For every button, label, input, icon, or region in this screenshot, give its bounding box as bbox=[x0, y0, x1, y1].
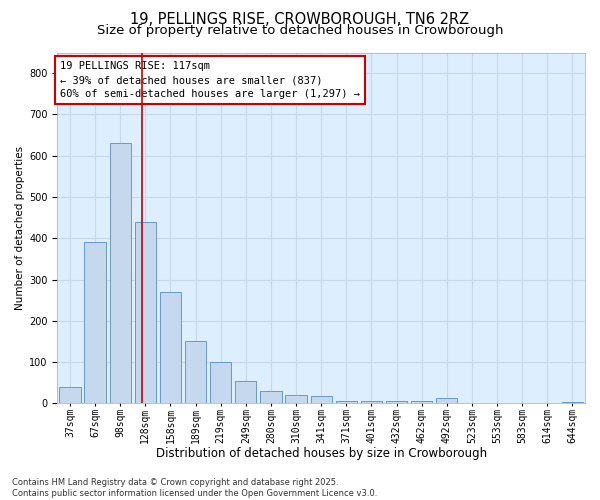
Bar bbox=[361, 402, 382, 404]
Text: 19, PELLINGS RISE, CROWBOROUGH, TN6 2RZ: 19, PELLINGS RISE, CROWBOROUGH, TN6 2RZ bbox=[130, 12, 470, 28]
Bar bbox=[311, 396, 332, 404]
Bar bbox=[134, 222, 156, 404]
Bar bbox=[286, 395, 307, 404]
Bar bbox=[335, 402, 357, 404]
Text: 19 PELLINGS RISE: 117sqm
← 39% of detached houses are smaller (837)
60% of semi-: 19 PELLINGS RISE: 117sqm ← 39% of detach… bbox=[60, 62, 360, 100]
Bar bbox=[411, 402, 433, 404]
Bar bbox=[461, 402, 482, 404]
Bar bbox=[110, 144, 131, 404]
Bar bbox=[512, 402, 533, 404]
X-axis label: Distribution of detached houses by size in Crowborough: Distribution of detached houses by size … bbox=[155, 447, 487, 460]
Bar bbox=[235, 380, 256, 404]
Y-axis label: Number of detached properties: Number of detached properties bbox=[15, 146, 25, 310]
Bar bbox=[160, 292, 181, 404]
Bar bbox=[59, 387, 80, 404]
Bar bbox=[436, 398, 457, 404]
Bar bbox=[85, 242, 106, 404]
Bar bbox=[386, 402, 407, 404]
Bar bbox=[562, 402, 583, 404]
Bar bbox=[536, 402, 558, 404]
Text: Size of property relative to detached houses in Crowborough: Size of property relative to detached ho… bbox=[97, 24, 503, 37]
Bar bbox=[487, 402, 508, 404]
Bar bbox=[260, 391, 281, 404]
Text: Contains HM Land Registry data © Crown copyright and database right 2025.
Contai: Contains HM Land Registry data © Crown c… bbox=[12, 478, 377, 498]
Bar bbox=[185, 342, 206, 404]
Bar bbox=[210, 362, 232, 404]
